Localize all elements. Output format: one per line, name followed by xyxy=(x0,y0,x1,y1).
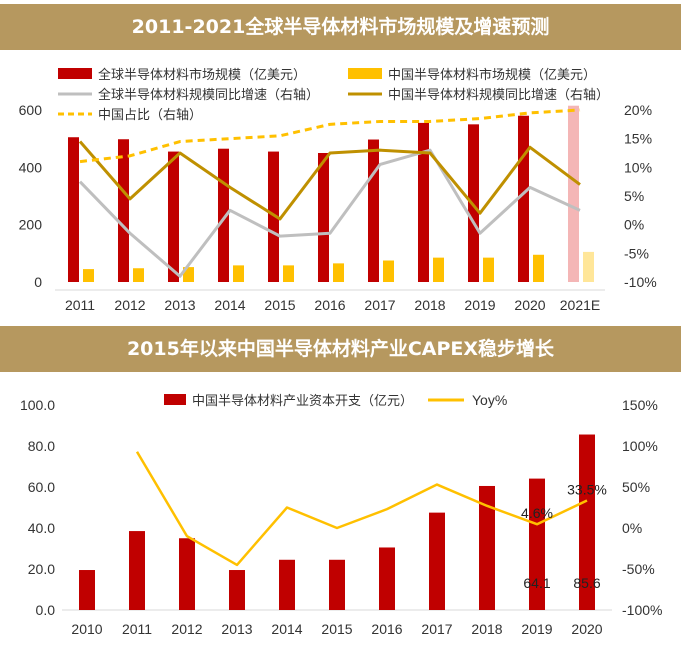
y-tick-label: 200 xyxy=(19,217,43,233)
x-tick-label: 2012 xyxy=(114,297,145,313)
y2-tick-label: -50% xyxy=(622,561,655,577)
x-tick-label: 2016 xyxy=(314,297,345,313)
legend-label: 中国半导体材料市场规模（亿美元） xyxy=(388,67,596,82)
bar-china xyxy=(183,267,194,282)
y-tick-label: 60.0 xyxy=(28,479,55,495)
x-tick-label: 2010 xyxy=(71,621,102,637)
y-tick-label: 20.0 xyxy=(28,561,55,577)
legend-label: 中国占比（右轴） xyxy=(98,107,202,122)
bar-capex xyxy=(379,547,395,610)
bar-capex xyxy=(279,559,295,610)
bar-capex xyxy=(579,434,595,610)
bar-china xyxy=(533,254,544,282)
bar-capex xyxy=(479,485,495,610)
bar-capex xyxy=(79,570,95,610)
bar-capex xyxy=(229,570,245,610)
bar-china xyxy=(233,265,244,282)
legend-swatch xyxy=(348,68,382,79)
legend-label: 全球半导体材料规模同比增速（右轴） xyxy=(98,87,319,102)
y-tick-label: 0 xyxy=(34,274,42,290)
series-line xyxy=(79,108,581,164)
chart2-title: 2015年以来中国半导体材料产业CAPEX稳步增长 xyxy=(0,326,681,372)
x-tick-label: 2012 xyxy=(171,621,202,637)
y2-tick-label: -5% xyxy=(624,245,649,261)
x-tick-label: 2013 xyxy=(164,297,195,313)
legend-label: Yoy% xyxy=(472,392,507,408)
y-tick-label: 600 xyxy=(19,102,43,118)
x-tick-label: 2018 xyxy=(471,621,502,637)
y-tick-label: 80.0 xyxy=(28,438,55,454)
bar-china xyxy=(483,257,494,282)
bar-global xyxy=(518,115,529,282)
data-label: 4.6% xyxy=(521,505,553,521)
chart1-title: 2011-2021全球半导体材料市场规模及增速预测 xyxy=(0,4,681,50)
y2-tick-label: 20% xyxy=(624,102,652,118)
bar-global xyxy=(118,139,129,282)
x-tick-label: 2015 xyxy=(321,621,352,637)
bar-china xyxy=(283,265,294,282)
bar-capex xyxy=(529,478,545,610)
bar-global xyxy=(68,137,79,282)
x-tick-label: 2011 xyxy=(65,297,95,313)
y2-tick-label: 50% xyxy=(622,479,650,495)
legend-label: 全球半导体材料市场规模（亿美元） xyxy=(98,67,306,82)
y2-tick-label: -10% xyxy=(624,274,657,290)
legend-label: 中国半导体材料产业资本开支（亿元） xyxy=(192,393,413,408)
legend-swatch xyxy=(164,394,186,405)
x-tick-label: 2021E xyxy=(560,297,600,313)
y2-tick-label: 100% xyxy=(622,438,658,454)
x-tick-label: 2013 xyxy=(221,621,252,637)
data-label: 85.6 xyxy=(573,575,600,591)
bar-global xyxy=(168,151,179,282)
x-tick-label: 2017 xyxy=(364,297,395,313)
data-label: 64.1 xyxy=(523,575,550,591)
legend-label: 中国半导体材料规模同比增速（右轴） xyxy=(388,87,609,102)
y-tick-label: 0.0 xyxy=(36,602,56,618)
chart1-plot: 全球半导体材料市场规模（亿美元） 中国半导体材料市场规模（亿美元） 全球半导体材料规… xyxy=(19,67,657,313)
x-tick-label: 2011 xyxy=(122,621,152,637)
x-tick-label: 2015 xyxy=(264,297,295,313)
x-tick-label: 2019 xyxy=(521,621,552,637)
bar-global xyxy=(568,105,579,282)
x-tick-label: 2020 xyxy=(514,297,545,313)
x-tick-label: 2017 xyxy=(421,621,452,637)
bar-capex xyxy=(329,559,345,610)
bar-china xyxy=(433,257,444,282)
bar-china xyxy=(133,268,144,282)
bar-china xyxy=(83,269,94,282)
y-tick-label: 40.0 xyxy=(28,520,55,536)
series-line xyxy=(78,140,581,221)
x-tick-label: 2014 xyxy=(271,621,302,637)
bar-capex xyxy=(179,538,195,610)
y-tick-label: 100.0 xyxy=(20,397,55,413)
chart2-plot: 中国半导体材料产业资本开支（亿元） Yoy% 0.0 20.0 40.0 60.0 80.0… xyxy=(20,392,663,637)
bar-china xyxy=(333,263,344,282)
x-tick-label: 2019 xyxy=(464,297,495,313)
y2-tick-label: 150% xyxy=(622,397,658,413)
x-tick-label: 2014 xyxy=(214,297,245,313)
y2-tick-label: 5% xyxy=(624,188,644,204)
y2-tick-label: -100% xyxy=(622,602,662,618)
bar-capex xyxy=(429,512,445,610)
y2-tick-label: 10% xyxy=(624,159,652,175)
bar-china xyxy=(583,251,594,282)
y2-tick-label: 0% xyxy=(624,217,644,233)
series-line-yoy xyxy=(135,451,588,567)
legend-swatch xyxy=(58,68,92,79)
y-tick-label: 400 xyxy=(19,159,43,175)
bar-global xyxy=(318,153,329,282)
series-line xyxy=(78,148,581,278)
y2-tick-label: 0% xyxy=(622,520,642,536)
x-tick-label: 2020 xyxy=(571,621,602,637)
bar-global xyxy=(418,122,429,283)
x-tick-label: 2018 xyxy=(414,297,445,313)
x-tick-label: 2016 xyxy=(371,621,402,637)
bar-capex xyxy=(129,531,145,610)
bar-global xyxy=(368,139,379,282)
y2-tick-label: 15% xyxy=(624,131,652,147)
bar-global xyxy=(268,151,279,282)
bar-global xyxy=(218,148,229,282)
bar-china xyxy=(383,260,394,282)
data-label: 33.5% xyxy=(567,482,607,498)
